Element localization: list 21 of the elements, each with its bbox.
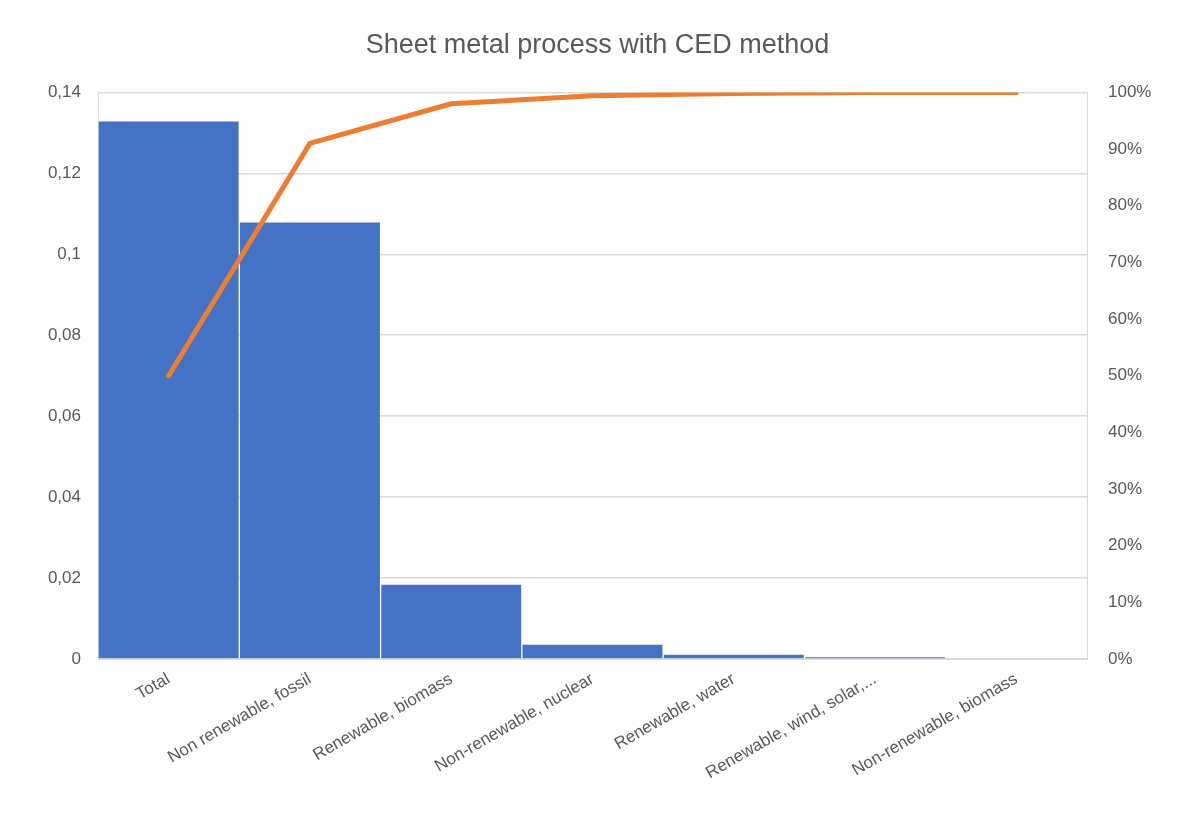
y-tick-label: 0 — [71, 648, 81, 668]
y2-tick-label: 30% — [1108, 478, 1143, 498]
y-tick-label: 0,02 — [47, 567, 81, 587]
y-tick-label: 0,08 — [47, 324, 81, 344]
y2-tick-label: 100% — [1108, 82, 1152, 102]
y-tick-label: 0,14 — [47, 82, 81, 102]
y-tick-label: 0,06 — [47, 405, 81, 425]
y-tick-label: 0,04 — [47, 486, 81, 506]
y-tick-label: 0,1 — [57, 243, 81, 263]
y2-tick-label: 10% — [1108, 592, 1143, 612]
y2-tick-label: 20% — [1108, 535, 1143, 555]
y-tick-label: 0,12 — [47, 163, 81, 183]
x-tick-label: Total — [132, 668, 173, 704]
y2-tick-label: 0% — [1108, 648, 1133, 668]
y2-tick-label: 60% — [1108, 308, 1143, 328]
y2-tick-label: 50% — [1108, 365, 1143, 385]
y2-tick-label: 90% — [1108, 138, 1143, 158]
y2-tick-label: 70% — [1108, 252, 1143, 272]
y2-tick-label: 40% — [1108, 422, 1143, 442]
chart-title: Sheet metal process with CED method — [365, 28, 830, 59]
y2-tick-label: 80% — [1108, 195, 1143, 215]
